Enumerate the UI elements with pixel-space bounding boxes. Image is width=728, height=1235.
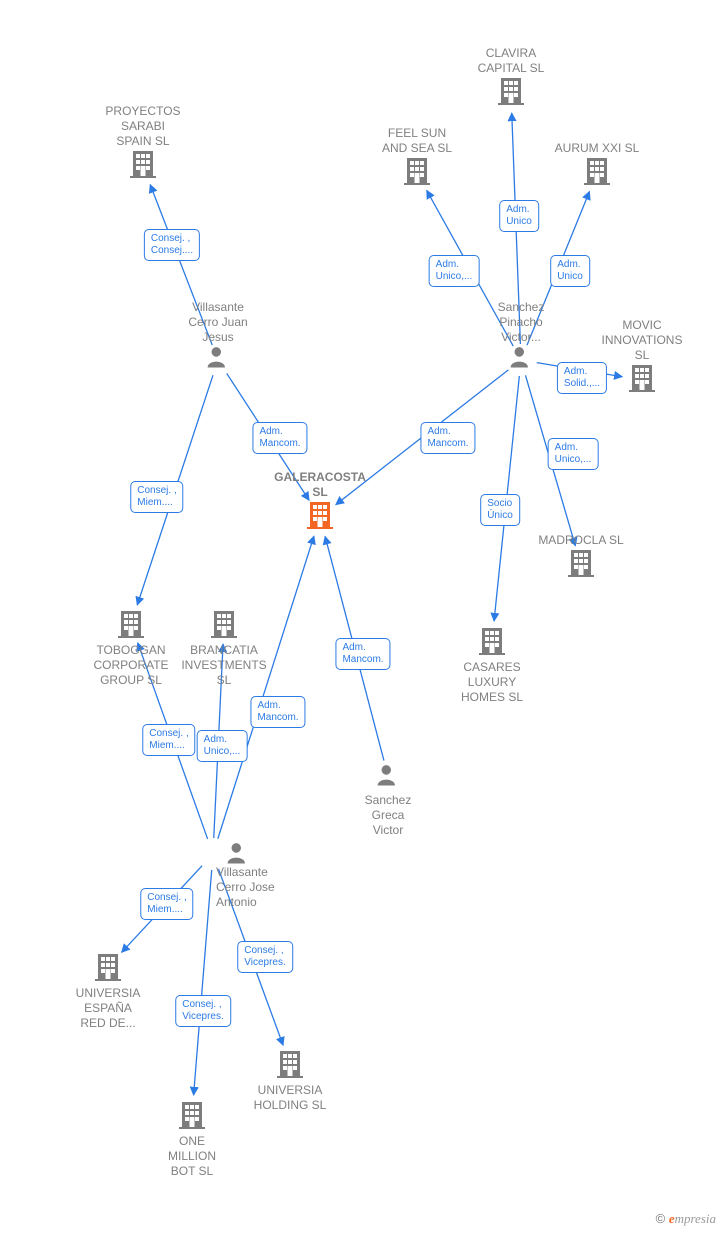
building-icon bbox=[477, 626, 507, 656]
node-label: Villasante Cerro Jose Antonio bbox=[216, 865, 318, 910]
edge-label: Consej. , Consej.... bbox=[144, 229, 200, 261]
person-icon bbox=[508, 345, 534, 371]
building-icon bbox=[305, 500, 335, 530]
node-label: Sanchez Greca Victor bbox=[333, 793, 443, 838]
node-madrocla[interactable]: MADROCLA SL bbox=[526, 533, 636, 582]
node-aurum[interactable]: AURUM XXI SL bbox=[542, 141, 652, 190]
node-villasante_jj[interactable]: Villasante Cerro Juan Jesus bbox=[163, 300, 273, 375]
node-label: MADROCLA SL bbox=[526, 533, 636, 548]
edge-label: Adm. Mancom. bbox=[252, 422, 307, 454]
node-proyectos[interactable]: PROYECTOS SARABI SPAIN SL bbox=[88, 104, 198, 183]
edge-label: Adm. Unico bbox=[550, 255, 590, 287]
building-icon bbox=[582, 156, 612, 186]
node-label: UNIVERSIA HOLDING SL bbox=[235, 1083, 345, 1113]
node-label: CASARES LUXURY HOMES SL bbox=[437, 660, 547, 705]
node-label: MOVIC INNOVATIONS SL bbox=[587, 318, 697, 363]
node-label: Villasante Cerro Juan Jesus bbox=[163, 300, 273, 345]
node-label: UNIVERSIA ESPAÑA RED DE... bbox=[53, 986, 163, 1031]
edge-label: Adm. Unico,... bbox=[548, 438, 599, 470]
node-universiahold[interactable]: UNIVERSIA HOLDING SL bbox=[235, 1049, 345, 1113]
node-feelsun[interactable]: FEEL SUN AND SEA SL bbox=[362, 126, 472, 190]
footer-copyright: © empresia bbox=[656, 1211, 716, 1227]
edge-label: Adm. Mancom. bbox=[420, 422, 475, 454]
brand-rest: mpresia bbox=[675, 1211, 716, 1226]
node-onemillion[interactable]: ONE MILLION BOT SL bbox=[137, 1100, 247, 1179]
edge-label: Consej. , Miem.... bbox=[142, 724, 195, 756]
node-label: AURUM XXI SL bbox=[542, 141, 652, 156]
node-casares[interactable]: CASARES LUXURY HOMES SL bbox=[437, 626, 547, 705]
person-icon bbox=[375, 763, 401, 789]
building-icon bbox=[209, 609, 239, 639]
node-label: BRANCATIA INVESTMENTS SL bbox=[169, 643, 279, 688]
node-label: PROYECTOS SARABI SPAIN SL bbox=[88, 104, 198, 149]
building-icon bbox=[177, 1100, 207, 1130]
node-label: GALERACOSTA SL bbox=[265, 470, 375, 500]
edge-label: Consej. , Vicepres. bbox=[175, 995, 231, 1027]
node-label: ONE MILLION BOT SL bbox=[137, 1134, 247, 1179]
building-icon bbox=[93, 952, 123, 982]
node-universiaesp[interactable]: UNIVERSIA ESPAÑA RED DE... bbox=[53, 952, 163, 1031]
node-label: Sanchez Pinacho Victor... bbox=[466, 300, 576, 345]
edge-label: Adm. Mancom. bbox=[335, 638, 390, 670]
edge-label: Adm. Unico,... bbox=[429, 255, 480, 287]
edge-label: Consej. , Miem.... bbox=[130, 481, 183, 513]
person-icon bbox=[205, 345, 231, 371]
building-icon bbox=[566, 548, 596, 578]
building-icon bbox=[128, 149, 158, 179]
edge-label: Adm. Mancom. bbox=[250, 696, 305, 728]
edge-label: Consej. , Vicepres. bbox=[237, 941, 293, 973]
node-brancatia[interactable]: BRANCATIA INVESTMENTS SL bbox=[169, 609, 279, 688]
node-galeracosta[interactable]: GALERACOSTA SL bbox=[265, 470, 375, 534]
edge-label: Socio Único bbox=[480, 494, 520, 526]
copyright-symbol: © bbox=[656, 1211, 666, 1226]
edge-label: Adm. Unico bbox=[499, 200, 539, 232]
edge-label: Consej. , Miem.... bbox=[140, 888, 193, 920]
node-label: FEEL SUN AND SEA SL bbox=[362, 126, 472, 156]
building-icon bbox=[496, 76, 526, 106]
edge-label: Adm. Solid.,... bbox=[557, 362, 607, 394]
person-icon bbox=[225, 841, 251, 867]
building-icon bbox=[275, 1049, 305, 1079]
node-label: CLAVIRA CAPITAL SL bbox=[456, 46, 566, 76]
building-icon bbox=[627, 363, 657, 393]
edge-label: Adm. Unico,... bbox=[197, 730, 248, 762]
building-icon bbox=[402, 156, 432, 186]
building-icon bbox=[116, 609, 146, 639]
node-sanchez_gv[interactable]: Sanchez Greca Victor bbox=[333, 763, 443, 838]
node-clavira[interactable]: CLAVIRA CAPITAL SL bbox=[456, 46, 566, 110]
